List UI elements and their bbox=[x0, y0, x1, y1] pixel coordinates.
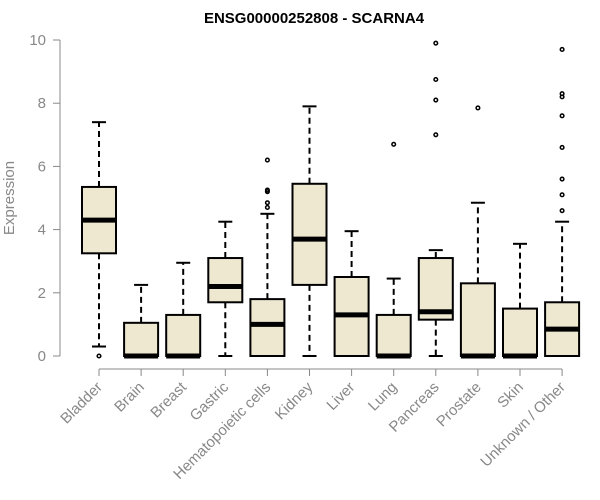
outlier-point bbox=[264, 187, 270, 193]
box-skin bbox=[502, 242, 538, 359]
outlier-point bbox=[433, 132, 439, 138]
box-gastric bbox=[207, 220, 244, 357]
iqr-box bbox=[165, 313, 202, 358]
outlier-point bbox=[559, 113, 565, 119]
iqr-box bbox=[502, 307, 538, 358]
iqr-box bbox=[375, 313, 412, 358]
x-tick-label-liver: Liver bbox=[323, 379, 358, 414]
box-prostate bbox=[459, 105, 496, 359]
boxes-group bbox=[81, 40, 581, 359]
x-tick-label-kidney: Kidney bbox=[272, 378, 317, 423]
outlier-point bbox=[96, 353, 102, 359]
y-axis-title: Expression bbox=[1, 161, 18, 235]
iqr-box bbox=[207, 257, 244, 304]
y-tick-label: 0 bbox=[38, 348, 46, 365]
box-unknown-other bbox=[544, 46, 581, 357]
outlier-point bbox=[264, 204, 270, 211]
y-tick-label: 6 bbox=[38, 158, 46, 175]
outlier-point bbox=[559, 176, 565, 182]
chart-title: ENSG00000252808 - SCARNA4 bbox=[204, 10, 425, 27]
outlier-point bbox=[264, 200, 270, 206]
box-hematopoietic-cells bbox=[249, 157, 286, 357]
y-axis: 0 2 4 6 8 10 bbox=[29, 32, 61, 365]
outlier-point bbox=[433, 97, 439, 103]
outlier-point bbox=[559, 91, 565, 97]
box-liver bbox=[333, 230, 370, 357]
x-tick-label-prostate: Prostate bbox=[433, 379, 485, 431]
x-tick-label-skin: Skin bbox=[494, 379, 527, 412]
y-tick-label: 4 bbox=[38, 222, 46, 239]
iqr-box bbox=[249, 298, 286, 357]
outlier-point bbox=[559, 208, 565, 214]
x-tick-label-brain: Brain bbox=[111, 379, 148, 416]
box-pancreas bbox=[417, 40, 454, 357]
box-lung bbox=[375, 141, 412, 359]
outlier-point bbox=[559, 144, 565, 150]
y-tick-label: 8 bbox=[38, 95, 46, 112]
box-kidney bbox=[291, 105, 328, 357]
box-breast bbox=[165, 261, 202, 359]
box-bladder bbox=[81, 121, 117, 359]
iqr-box bbox=[459, 282, 496, 358]
outlier-point bbox=[264, 157, 270, 163]
box-brain bbox=[123, 283, 160, 359]
iqr-box bbox=[291, 182, 328, 286]
outlier-point bbox=[433, 76, 439, 83]
outlier-point bbox=[475, 105, 481, 111]
x-tick-label-breast: Breast bbox=[147, 378, 190, 421]
x-tick-label-bladder: Bladder bbox=[57, 379, 106, 428]
y-tick-label: 10 bbox=[29, 32, 46, 49]
iqr-box bbox=[123, 321, 160, 358]
outlier-point bbox=[433, 40, 439, 46]
x-tick-label-lung: Lung bbox=[365, 379, 401, 415]
outlier-point bbox=[559, 46, 565, 53]
outlier-point bbox=[391, 141, 397, 147]
y-tick-label: 2 bbox=[38, 285, 46, 302]
outlier-point bbox=[559, 192, 565, 198]
